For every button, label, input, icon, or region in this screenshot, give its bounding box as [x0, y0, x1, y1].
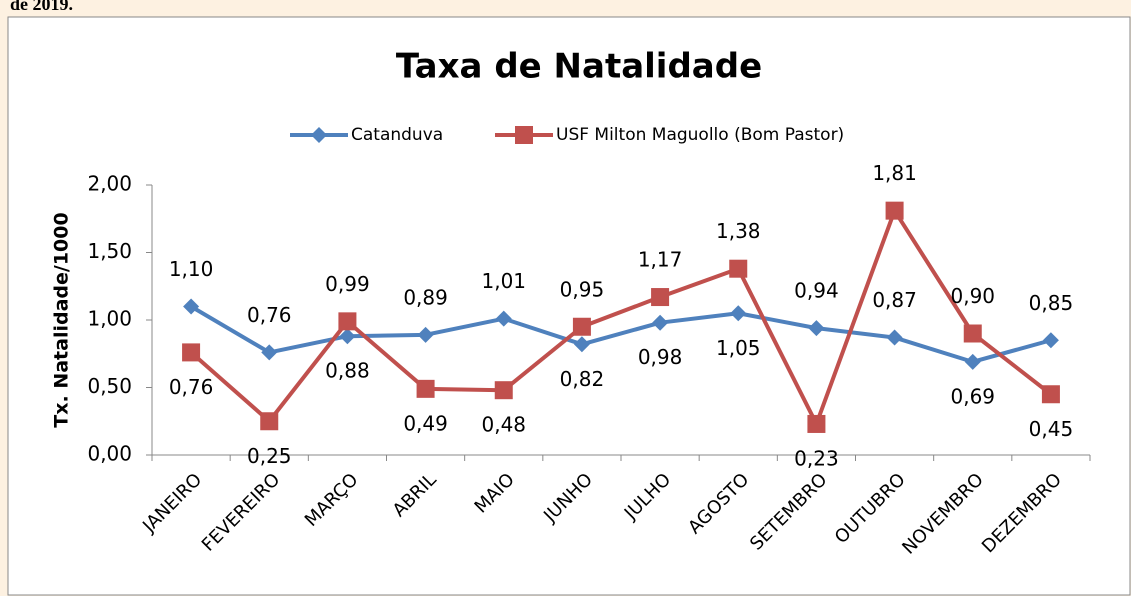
data-label: 0,76 — [169, 375, 214, 399]
marker — [730, 305, 747, 322]
data-label: 0,48 — [481, 413, 526, 437]
marker — [886, 329, 903, 346]
marker — [963, 324, 982, 343]
marker — [729, 259, 748, 278]
data-label: 0,87 — [872, 288, 917, 312]
marker — [1041, 385, 1060, 404]
data-label: 0,90 — [950, 284, 995, 308]
data-label: 0,95 — [560, 277, 605, 301]
marker — [652, 314, 669, 331]
data-label: 0,98 — [638, 345, 683, 369]
marker — [416, 379, 435, 398]
legend-label: Catanduva — [351, 125, 443, 145]
data-label: 1,01 — [481, 269, 526, 293]
y-tick-label: 1,50 — [87, 239, 132, 263]
marker — [338, 312, 357, 331]
y-tick-label: 1,00 — [87, 307, 132, 331]
data-label: 0,23 — [794, 446, 839, 470]
marker — [651, 288, 670, 307]
chart-title: Taxa de Natalidade — [396, 47, 762, 87]
data-label: 1,10 — [169, 257, 214, 281]
data-label: 0,45 — [1029, 417, 1074, 441]
marker — [260, 412, 279, 431]
marker — [494, 381, 513, 400]
data-label: 0,88 — [325, 359, 370, 383]
marker — [183, 298, 200, 315]
data-label: 1,81 — [872, 161, 917, 185]
data-label: 1,17 — [638, 248, 683, 272]
legend-label: USF Milton Maguollo (Bom Pastor) — [556, 125, 844, 145]
marker — [182, 343, 201, 362]
data-label: 0,49 — [403, 411, 448, 435]
marker — [515, 126, 533, 144]
data-label: 0,25 — [247, 444, 292, 468]
data-label: 0,76 — [247, 303, 292, 327]
data-label: 1,05 — [716, 336, 761, 360]
marker — [1042, 332, 1059, 349]
data-label: 0,89 — [403, 285, 448, 309]
marker — [261, 344, 278, 361]
y-tick-label: 2,00 — [87, 172, 132, 196]
data-label: 0,85 — [1029, 291, 1074, 315]
marker — [807, 414, 826, 433]
marker — [339, 328, 356, 345]
marker — [311, 127, 327, 143]
y-tick-label: 0,50 — [87, 374, 132, 398]
marker — [572, 317, 591, 336]
marker — [573, 336, 590, 353]
marker — [808, 320, 825, 337]
series-line — [189, 208, 1053, 426]
data-label: 0,99 — [325, 272, 370, 296]
data-label: 1,38 — [716, 219, 761, 243]
y-axis-label: Tx. Natalidade/1000 — [51, 212, 73, 427]
marker — [964, 353, 981, 370]
data-label: 0,69 — [950, 384, 995, 408]
marker — [495, 310, 512, 327]
data-label: 0,94 — [794, 279, 839, 303]
y-tick-label: 0,00 — [87, 442, 132, 466]
caption: de 2019. — [10, 0, 73, 14]
data-label: 0,82 — [560, 367, 605, 391]
marker — [417, 326, 434, 343]
marker — [885, 201, 904, 220]
